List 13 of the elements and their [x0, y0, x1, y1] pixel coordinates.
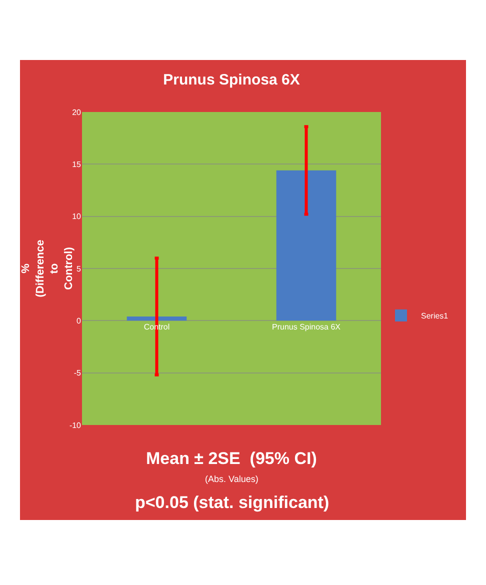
y-tick-label: 15 — [72, 160, 82, 169]
y-tick-label: 5 — [76, 264, 82, 274]
chart-title: Prunus Spinosa 6X — [163, 71, 300, 88]
y-tick-label: -10 — [69, 420, 82, 430]
y-tick-label: 10 — [72, 212, 82, 222]
text: p<0.05 (stat. significant) — [135, 493, 330, 512]
y-tick-label: 0 — [76, 316, 82, 326]
text: Mean ± 2SE (95% CI) — [146, 449, 317, 468]
y-tick-label: -5 — [74, 368, 82, 378]
y-axis-title: % (Difference to Control) — [20, 240, 75, 298]
legend-label: Series1 — [421, 312, 449, 321]
text: (Abs. Values) — [205, 474, 258, 484]
y-tick-label: 20 — [72, 108, 82, 117]
